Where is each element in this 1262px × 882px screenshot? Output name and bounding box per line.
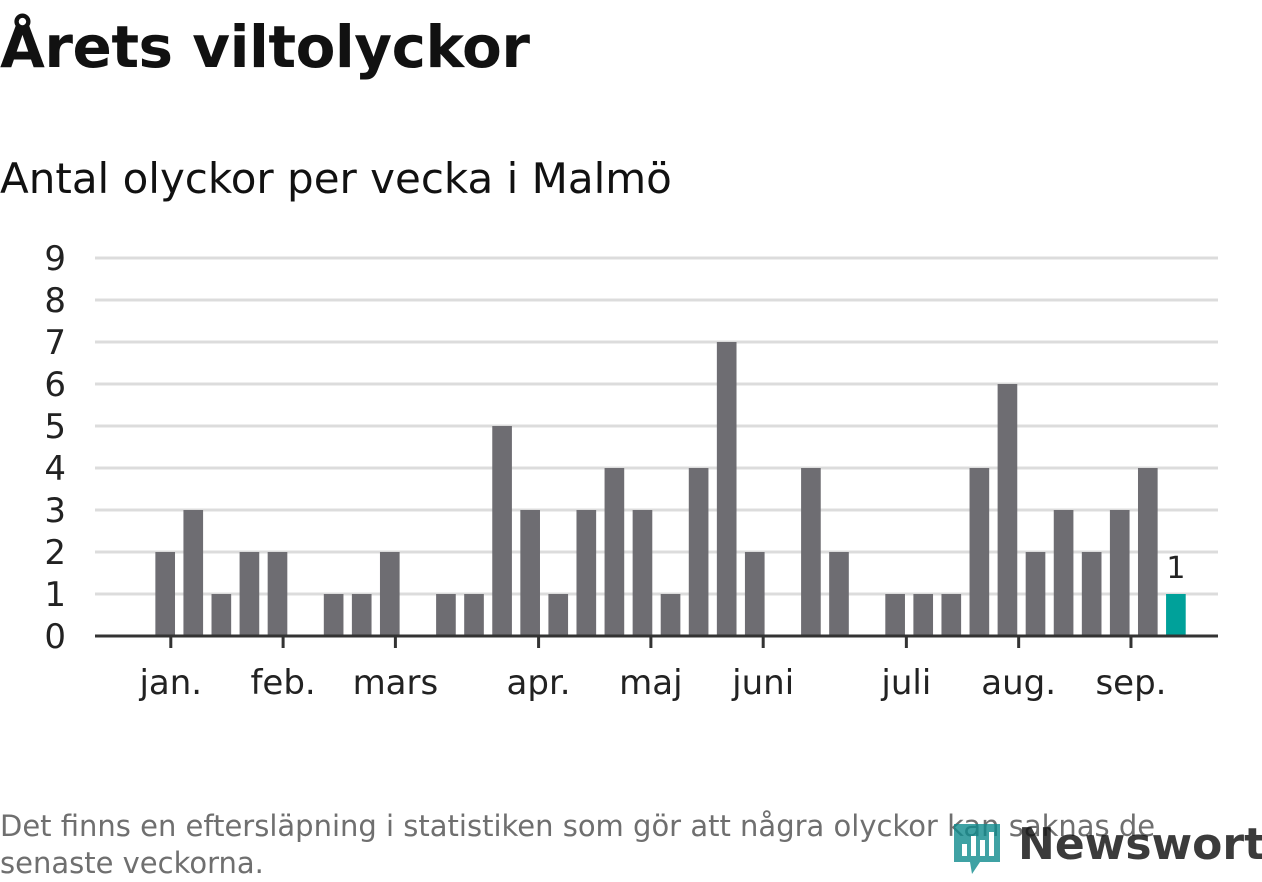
x-tick-label: apr. — [507, 663, 571, 703]
y-tick-label: 5 — [44, 407, 66, 447]
newsworthy-logo: Newsworthy — [950, 818, 1262, 878]
bar — [351, 594, 372, 636]
chart-title: Årets viltolyckor — [0, 13, 530, 81]
bar — [464, 594, 484, 636]
bar-highlight — [1166, 594, 1186, 636]
y-tick-label: 2 — [44, 533, 66, 573]
bar-value-label: 1 — [1166, 551, 1185, 586]
bar — [155, 552, 176, 636]
bar — [436, 594, 456, 636]
bar — [379, 552, 400, 636]
x-tick-label: aug. — [981, 663, 1056, 703]
y-tick-label: 7 — [44, 323, 66, 363]
bar — [716, 342, 737, 636]
x-tick-label: juni — [731, 663, 794, 703]
y-tick-label: 3 — [44, 491, 66, 531]
bar — [267, 552, 288, 636]
bar — [913, 594, 934, 636]
bar — [323, 594, 344, 636]
x-axis: jan. feb. mars apr. maj juni juli aug. sep. — [95, 634, 1218, 703]
bar — [1081, 552, 1102, 636]
y-tick-label: 4 — [44, 449, 66, 489]
bar — [604, 468, 625, 636]
y-tick-label: 0 — [44, 617, 66, 657]
y-tick-label: 6 — [44, 365, 66, 405]
y-tick-label: 1 — [44, 575, 66, 615]
bar — [801, 468, 821, 636]
bar — [1137, 468, 1158, 636]
x-tick-label: juli — [880, 663, 931, 703]
bar — [997, 384, 1018, 636]
bar — [239, 552, 260, 636]
bar — [744, 552, 765, 636]
y-tick-label: 8 — [44, 281, 66, 321]
bar — [548, 594, 569, 636]
x-tick-label: maj — [619, 663, 682, 703]
bar — [969, 468, 990, 636]
x-tick-label: sep. — [1095, 663, 1166, 703]
bar — [183, 510, 204, 636]
bars — [155, 342, 1186, 636]
x-tick-label: feb. — [250, 663, 315, 703]
chart-subtitle: Antal olyckor per vecka i Malmö — [0, 154, 672, 203]
data-labels: 1 — [1166, 551, 1185, 586]
bar — [688, 468, 709, 636]
x-tick-label: mars — [353, 663, 439, 703]
bar — [632, 510, 653, 636]
bar — [576, 510, 597, 636]
y-tick-label: 9 — [44, 239, 66, 279]
bar — [1025, 552, 1046, 636]
gridlines — [95, 256, 1218, 596]
bar — [520, 510, 540, 636]
newsworthy-chart-icon — [954, 824, 1000, 874]
x-tick-label: jan. — [138, 663, 202, 703]
bar — [1053, 510, 1074, 636]
bar — [660, 594, 681, 636]
bar — [829, 552, 849, 636]
logo-wordmark: Newsworthy — [1018, 819, 1262, 870]
bar — [885, 594, 905, 636]
bar — [492, 426, 512, 636]
bar — [211, 594, 232, 636]
bar — [1109, 510, 1130, 636]
bar — [941, 594, 962, 636]
